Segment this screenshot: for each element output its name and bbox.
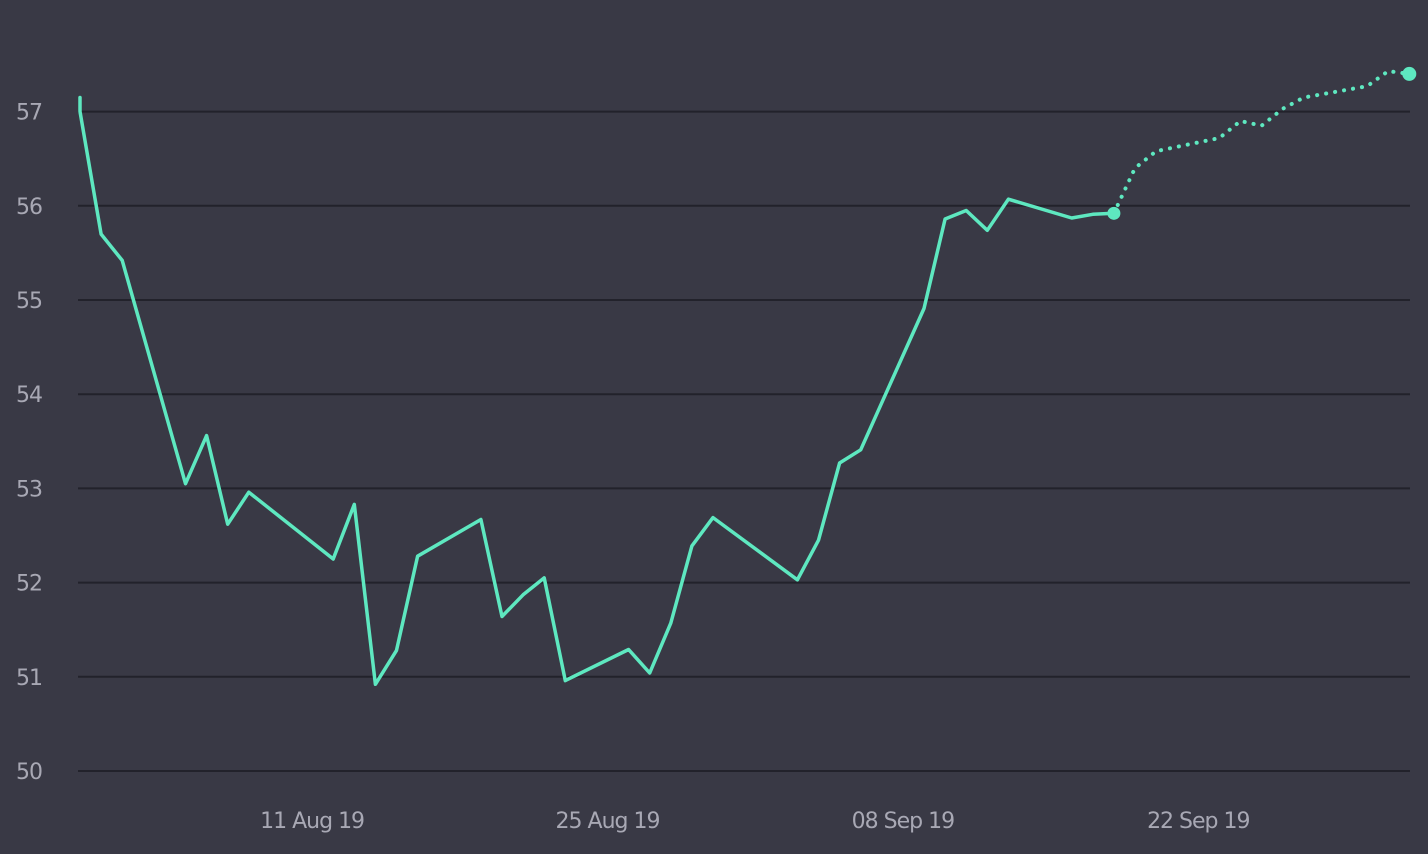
series-markers <box>1107 66 1417 220</box>
y-tick-label: 50 <box>16 760 42 785</box>
grid-lines <box>78 110 1410 772</box>
y-tick-label: 56 <box>16 195 42 220</box>
y-tick-label: 51 <box>16 666 42 691</box>
y-tick-label: 52 <box>16 572 42 597</box>
y-tick-label: 54 <box>16 383 42 408</box>
actual-series-line <box>78 95 1116 687</box>
y-tick-label: 55 <box>16 289 42 314</box>
last-actual-point-marker <box>1107 206 1121 220</box>
series-lines <box>78 69 1412 687</box>
y-tick-label: 57 <box>16 101 42 126</box>
x-tick-label: 22 Sep 19 <box>1147 809 1249 834</box>
y-tick-label: 53 <box>16 477 42 502</box>
x-axis-tick-labels: 11 Aug 19 25 Aug 19 08 Sep 19 22 Sep 19 <box>260 809 1250 834</box>
x-tick-label: 08 Sep 19 <box>852 809 954 834</box>
y-axis-tick-labels: 50 51 52 53 54 55 56 57 <box>16 101 43 785</box>
x-tick-label: 11 Aug 19 <box>260 809 364 834</box>
x-tick-label: 25 Aug 19 <box>556 809 660 834</box>
projected-series-line <box>1111 69 1412 216</box>
projection-end-point-marker <box>1402 66 1417 81</box>
